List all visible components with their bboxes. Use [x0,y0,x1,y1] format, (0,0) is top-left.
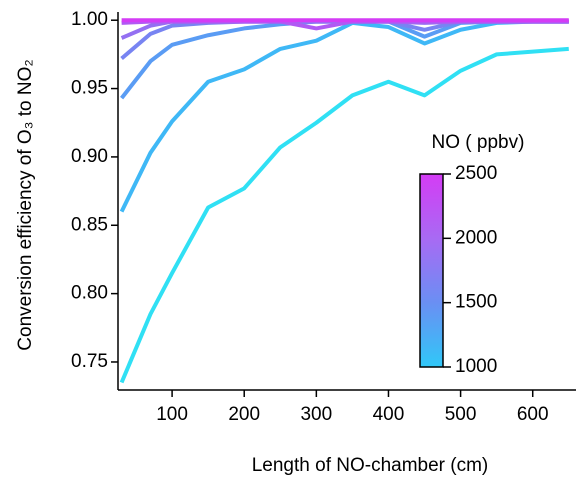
x-tick-label: 100 [156,404,188,425]
x-axis-title: Length of NO-chamber (cm) [252,455,489,476]
series-line [120,19,569,100]
x-tick-label: 500 [445,404,477,425]
series-line [119,19,569,213]
y-axis-title: Conversion efficiency of O₃ to NO₂ [15,59,36,350]
series-line [119,46,569,384]
colorbar-tick-label: 2500 [455,163,497,184]
y-tick-label: 0.95 [71,78,108,99]
x-tick-label: 300 [300,404,332,425]
colorbar-tick-label: 2000 [455,227,497,248]
y-tick-label: 0.90 [71,146,108,167]
x-tick-label: 600 [517,404,549,425]
y-tick-label: 0.75 [71,351,108,372]
x-tick-label: 400 [373,404,405,425]
colorbar-title: NO ( ppbv) [432,132,525,153]
y-tick-label: 0.80 [71,283,108,304]
colorbar [419,173,444,368]
x-tick-label: 200 [228,404,260,425]
colorbar-tick-label: 1000 [455,356,497,377]
y-tick-label: 1.00 [71,9,108,30]
colorbar-tick-label: 1500 [455,292,497,313]
y-tick-label: 0.85 [71,214,108,235]
